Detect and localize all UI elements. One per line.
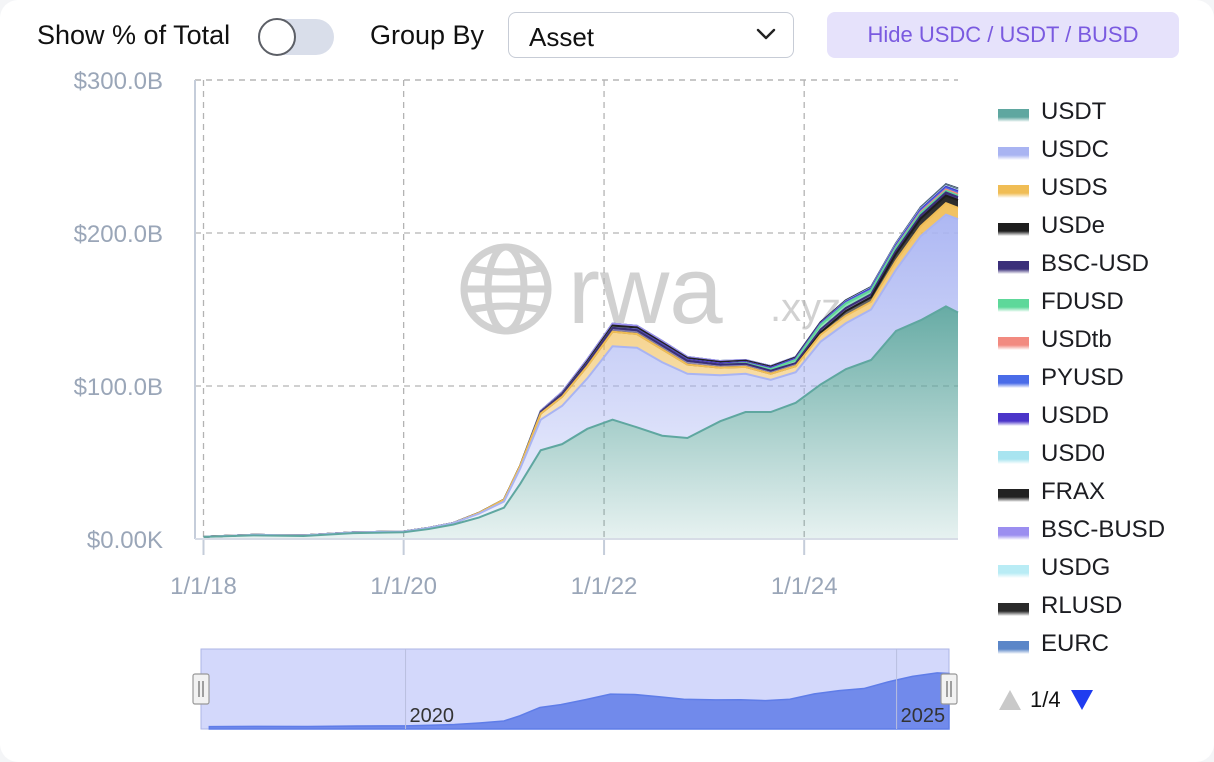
legend-label: FDUSD (1041, 288, 1124, 315)
legend-item-usdc[interactable]: USDC (998, 130, 1208, 168)
legend-item-fdusd[interactable]: FDUSD (998, 282, 1208, 320)
legend-label: USDe (1041, 212, 1106, 239)
group-by-value: Asset (529, 22, 595, 52)
x-tick-label: 1/1/24 (771, 573, 838, 600)
legend-label: FRAX (1041, 478, 1106, 505)
legend-label: USDD (1041, 402, 1110, 429)
legend-swatch (998, 603, 1029, 616)
x-tick-label: 1/1/20 (370, 573, 437, 600)
legend-label: EURC (1041, 630, 1110, 657)
y-tick-label: $0.00K (87, 527, 163, 554)
series-line-usdt (203, 305, 959, 538)
legend: USDT USDC USDS USDe BSC-USD FDUSD USDtb PYUSD US… (998, 92, 1208, 662)
legend-label: BSC-BUSD (1041, 516, 1166, 543)
legend-label: PYUSD (1041, 364, 1124, 391)
legend-label: RLUSD (1041, 592, 1123, 619)
navigator-tick-label: 2025 (901, 705, 946, 727)
legend-swatch (998, 489, 1029, 502)
toolbar: Show % of Total Group By Asset Hide USDC… (0, 0, 1214, 70)
hide-stablecoins-button[interactable]: Hide USDC / USDT / BUSD (827, 12, 1179, 58)
legend-item-usde[interactable]: USDe (998, 206, 1208, 244)
legend-item-usd0[interactable]: USD0 (998, 434, 1208, 472)
group-by-label: Group By (370, 20, 485, 50)
legend-swatch (998, 641, 1029, 654)
legend-swatch (998, 413, 1029, 426)
legend-item-frax[interactable]: FRAX (998, 472, 1208, 510)
series-area-usdc (203, 214, 959, 537)
globe-icon (460, 243, 552, 335)
rwa-watermark: rwa .xyz (460, 237, 841, 344)
legend-swatch (998, 375, 1029, 388)
chevron-down-icon (756, 28, 776, 40)
legend-label: USD0 (1041, 440, 1106, 467)
legend-label: USDtb (1041, 326, 1112, 353)
show-pct-toggle[interactable] (258, 18, 334, 56)
legend-item-usdt[interactable]: USDT (998, 92, 1208, 130)
navigator-right-handle[interactable] (940, 673, 958, 705)
legend-label: USDS (1041, 174, 1108, 201)
legend-item-rlusd[interactable]: RLUSD (998, 586, 1208, 624)
legend-swatch (998, 527, 1029, 540)
legend-item-eurc[interactable]: EURC (998, 624, 1208, 662)
legend-swatch (998, 223, 1029, 236)
legend-swatch (998, 261, 1029, 274)
legend-item-usdd[interactable]: USDD (998, 396, 1208, 434)
legend-swatch (998, 299, 1029, 312)
legend-item-bsc-busd[interactable]: BSC-BUSD (998, 510, 1208, 548)
legend-pager: 1/4 (998, 686, 1118, 716)
y-tick-label: $200.0B (74, 221, 163, 248)
series-area-usdt (203, 306, 959, 539)
legend-item-usds[interactable]: USDS (998, 168, 1208, 206)
legend-item-usdtb[interactable]: USDtb (998, 320, 1208, 358)
legend-item-usdg[interactable]: USDG (998, 548, 1208, 586)
legend-page-number: 1/4 (1030, 687, 1061, 712)
x-tick-label: 1/1/18 (170, 573, 237, 600)
watermark-brand: rwa (568, 237, 723, 344)
group-by-select[interactable]: Asset (508, 12, 794, 58)
show-pct-label: Show % of Total (37, 20, 231, 50)
legend-item-pyusd[interactable]: PYUSD (998, 358, 1208, 396)
legend-item-bsc-usd[interactable]: BSC-USD (998, 244, 1208, 282)
legend-swatch (998, 109, 1029, 122)
navigator-left-handle[interactable] (192, 673, 210, 705)
axes: $0.00K $100.0B $200.0B $300.0B 1/1/18 1/1/20 1… (74, 68, 958, 600)
legend-label: USDC (1041, 136, 1110, 163)
y-tick-label: $100.0B (74, 374, 163, 401)
legend-label: BSC-USD (1041, 250, 1150, 277)
legend-label: USDG (1041, 554, 1111, 581)
y-tick-label: $300.0B (74, 68, 163, 95)
area-series (203, 183, 959, 539)
legend-swatch (998, 565, 1029, 578)
triangle-down-icon[interactable] (1070, 689, 1094, 711)
triangle-up-icon[interactable] (998, 689, 1022, 711)
navigator-tick-label: 2020 (410, 705, 455, 727)
range-navigator[interactable]: 2020 2025 (192, 648, 958, 730)
legend-swatch (998, 185, 1029, 198)
x-tick-label: 1/1/22 (571, 573, 638, 600)
toggle-knob (258, 18, 296, 56)
legend-swatch (998, 337, 1029, 350)
legend-label: USDT (1041, 98, 1107, 125)
legend-swatch (998, 451, 1029, 464)
legend-swatch (998, 147, 1029, 160)
